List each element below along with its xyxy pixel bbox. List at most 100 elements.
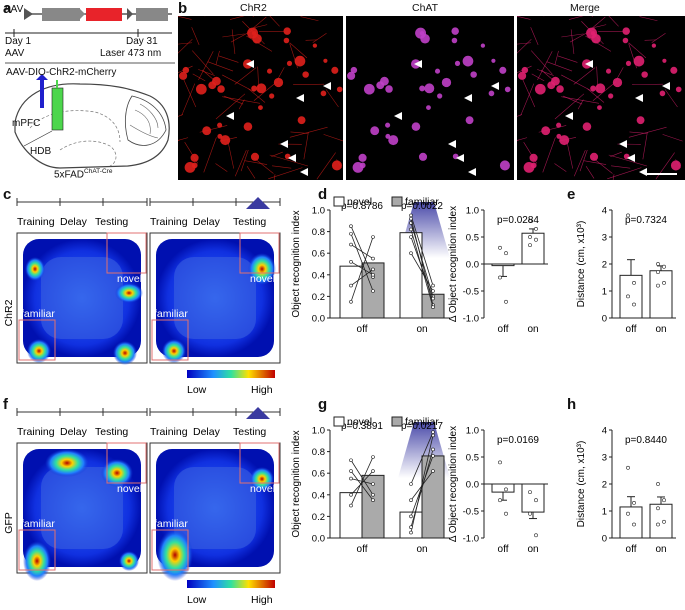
cell-body xyxy=(419,85,426,92)
neurite xyxy=(573,67,596,85)
neurite xyxy=(517,137,528,141)
timeline-label: Training xyxy=(150,216,188,228)
x-tick-label: off xyxy=(357,544,368,555)
neurite xyxy=(316,152,336,180)
neurite xyxy=(290,131,308,134)
y-tick-label: 0.5 xyxy=(466,453,479,464)
x-tick-label: on xyxy=(416,324,427,335)
data-point xyxy=(431,430,435,434)
colorbar-low: Low xyxy=(187,594,207,606)
data-point xyxy=(431,469,435,473)
cell-body xyxy=(283,27,291,35)
neurite xyxy=(178,42,193,45)
y-axis-label: Δ Object recognition index xyxy=(448,206,459,322)
neurite xyxy=(198,69,215,76)
cell-body xyxy=(418,152,428,161)
data-point xyxy=(409,251,413,255)
neurite xyxy=(583,160,607,165)
cell-body xyxy=(220,135,231,146)
data-point xyxy=(409,213,413,218)
data-point xyxy=(656,283,660,288)
cell-body xyxy=(670,66,678,74)
cell-body xyxy=(605,68,612,74)
data-point xyxy=(371,289,375,293)
cell-body xyxy=(286,60,293,66)
legend-novel: novel xyxy=(347,196,372,208)
neurite xyxy=(303,132,309,160)
neurite xyxy=(608,16,619,27)
arrowhead-marker xyxy=(246,60,254,68)
neurite xyxy=(585,166,595,179)
data-point xyxy=(626,213,630,218)
data-point xyxy=(371,272,375,277)
cell-body xyxy=(434,68,441,74)
day31-label: Day 31 xyxy=(126,36,158,47)
timeline-label: Testing xyxy=(233,216,266,228)
arrowhead-marker xyxy=(468,168,476,176)
neurite xyxy=(573,150,586,177)
cerebellum-outline xyxy=(124,95,167,146)
data-point xyxy=(504,251,508,256)
x-tick-label: off xyxy=(498,544,509,555)
y-tick-label: 0.0 xyxy=(312,534,325,545)
data-point xyxy=(349,283,353,288)
data-point xyxy=(409,525,413,530)
cell-body xyxy=(283,37,290,44)
novel-object-box xyxy=(106,442,147,484)
y-tick-label: 0.6 xyxy=(312,469,325,480)
cell-body xyxy=(622,27,630,35)
cell-body xyxy=(589,152,599,161)
data-point xyxy=(498,245,502,250)
data-point xyxy=(534,237,538,242)
paired-line xyxy=(410,435,434,533)
neurite xyxy=(522,79,536,108)
y-tick-label: 0.0 xyxy=(466,480,479,491)
data-point xyxy=(656,270,660,275)
neurite xyxy=(191,27,200,45)
neurite xyxy=(203,137,217,173)
y-tick-label: 0 xyxy=(602,314,607,325)
data-point xyxy=(349,224,353,228)
cell-body xyxy=(359,162,366,169)
y-tick-label: 1 xyxy=(602,287,607,298)
cell-body xyxy=(250,152,260,161)
arrowhead-marker xyxy=(323,82,331,90)
bar-on xyxy=(649,503,673,539)
paired-line xyxy=(350,478,374,485)
y-tick-label: -0.5 xyxy=(463,507,479,518)
arrowhead-marker xyxy=(464,94,472,102)
timeline-label: Training xyxy=(17,216,55,228)
novel-object-box xyxy=(106,232,147,274)
data-point xyxy=(626,511,630,516)
cell-body xyxy=(370,126,380,136)
paired-line xyxy=(350,470,374,501)
x-tick-label: off xyxy=(626,544,637,555)
cell-body xyxy=(179,71,188,80)
paired-line xyxy=(350,269,374,286)
data-point xyxy=(431,447,435,452)
heat-spot xyxy=(113,341,137,365)
cell-body xyxy=(426,105,431,111)
cell-body xyxy=(350,66,358,74)
neurite xyxy=(222,33,245,38)
colorbar-high: High xyxy=(251,384,273,396)
heat-spot xyxy=(115,283,143,303)
gene-box xyxy=(86,8,122,21)
data-point xyxy=(504,511,508,516)
neurite xyxy=(293,83,325,85)
cell-body xyxy=(488,90,495,97)
data-point xyxy=(349,299,353,304)
data-point xyxy=(349,503,353,508)
promoter-box xyxy=(42,8,80,21)
legend-swatch-novel xyxy=(333,416,345,427)
neurite xyxy=(191,50,214,75)
neurite xyxy=(629,131,647,134)
neurite xyxy=(585,35,612,52)
cell-body xyxy=(480,43,486,48)
novel-object-box xyxy=(239,232,280,274)
familiar-label: familiar xyxy=(21,518,55,530)
cell-body xyxy=(243,122,253,131)
mpfc-label: mPFC xyxy=(12,118,41,129)
paired-line xyxy=(350,460,374,496)
cell-body xyxy=(252,33,262,44)
